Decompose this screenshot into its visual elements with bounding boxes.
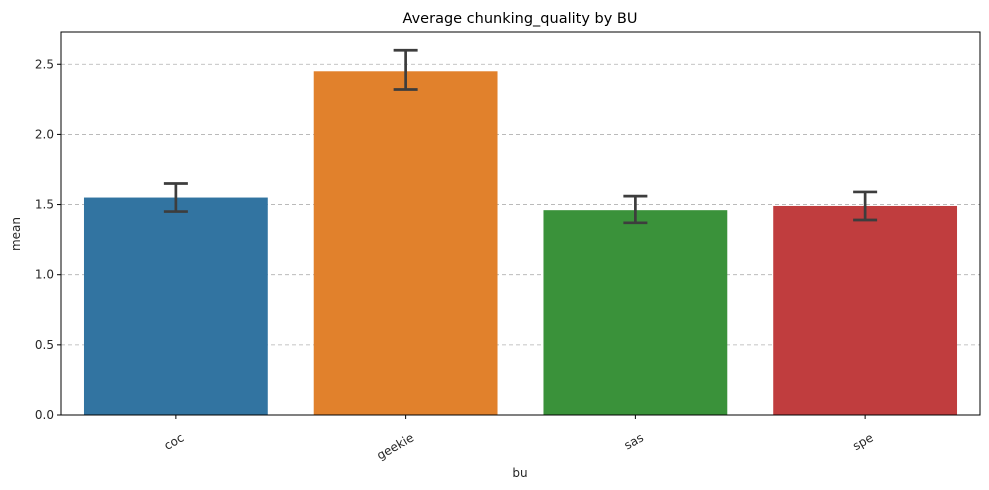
y-axis-label: mean <box>9 217 23 251</box>
x-axis-ticks: coc geekie sas spe <box>162 415 876 463</box>
bars <box>83 71 958 416</box>
x-tick-label-spe: spe <box>850 430 875 453</box>
error-bars <box>163 48 878 225</box>
x-axis-label: bu <box>512 466 527 480</box>
y-tick-label: 0.0 <box>35 408 54 422</box>
bar-coc <box>83 197 268 415</box>
y-tick-label: 2.5 <box>35 57 54 71</box>
x-tick-label-coc: coc <box>162 430 187 452</box>
plot-frame <box>60 31 981 416</box>
y-tick-label: 1.5 <box>35 198 54 212</box>
x-tick-label-geekie: geekie <box>374 430 416 462</box>
bar-sas <box>543 210 728 415</box>
bar-spe <box>773 205 958 415</box>
bar-geekie <box>313 71 498 416</box>
y-tick-label: 0.5 <box>35 338 54 352</box>
chart-title: Average chunking_quality by BU <box>403 11 638 27</box>
y-tick-label: 1.0 <box>35 268 54 282</box>
x-tick-label-sas: sas <box>622 430 646 452</box>
y-axis-ticks: 0.0 0.5 1.0 1.5 2.0 2.5 <box>35 57 61 422</box>
y-tick-label: 2.0 <box>35 127 54 141</box>
